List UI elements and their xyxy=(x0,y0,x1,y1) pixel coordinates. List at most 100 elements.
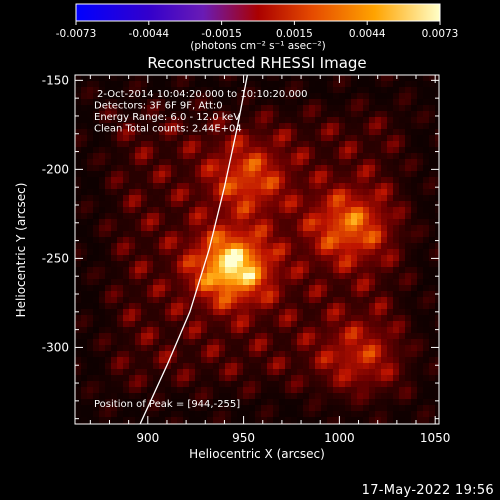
heatmap-cell xyxy=(225,219,232,226)
heatmap-cell xyxy=(309,87,316,94)
heatmap-cell xyxy=(195,285,202,292)
heatmap-cell xyxy=(75,267,82,274)
heatmap-cell xyxy=(189,357,196,364)
heatmap-cell xyxy=(339,339,346,346)
heatmap-cell xyxy=(159,297,166,304)
heatmap-cell xyxy=(309,165,316,172)
heatmap-cell xyxy=(345,219,352,226)
heatmap-cell xyxy=(183,171,190,178)
heatmap-cell xyxy=(225,225,232,232)
heatmap-cell xyxy=(123,159,130,166)
heatmap-cell xyxy=(279,381,286,388)
heatmap-cell xyxy=(333,279,340,286)
heatmap-cell xyxy=(207,297,214,304)
heatmap-cell xyxy=(285,303,292,310)
heatmap-cell xyxy=(327,369,334,376)
heatmap-cell xyxy=(189,393,196,400)
heatmap-cell xyxy=(423,255,430,262)
heatmap-cell xyxy=(237,411,244,418)
heatmap-cell xyxy=(423,129,430,136)
heatmap-cell xyxy=(291,153,298,160)
heatmap-cell xyxy=(87,315,94,322)
heatmap-cell xyxy=(81,111,88,118)
heatmap-cell xyxy=(231,147,238,154)
heatmap-cell xyxy=(171,351,178,358)
heatmap-cell xyxy=(315,141,322,148)
heatmap-cell xyxy=(333,309,340,316)
heatmap-cell xyxy=(147,327,154,334)
heatmap-cell xyxy=(303,345,310,352)
heatmap-cell xyxy=(135,327,142,334)
heatmap-cell xyxy=(261,87,268,94)
heatmap-cell xyxy=(339,309,346,316)
heatmap-cell xyxy=(135,243,142,250)
heatmap-cell xyxy=(147,153,154,160)
heatmap-cell xyxy=(339,171,346,178)
heatmap-cell xyxy=(435,231,439,238)
heatmap-cell xyxy=(243,183,250,190)
heatmap-cell xyxy=(309,291,316,298)
heatmap-cell xyxy=(255,93,262,100)
heatmap-cell xyxy=(423,273,430,280)
heatmap-cell xyxy=(351,405,358,412)
heatmap-cell xyxy=(279,387,286,394)
heatmap-cell xyxy=(267,201,274,208)
heatmap-cell xyxy=(165,117,172,124)
heatmap-cell xyxy=(423,249,430,256)
heatmap-cell xyxy=(321,171,328,178)
heatmap-cell xyxy=(261,345,268,352)
heatmap-cell xyxy=(399,369,406,376)
heatmap-cell xyxy=(129,123,136,130)
heatmap-cell xyxy=(111,171,118,178)
heatmap-cell xyxy=(225,291,232,298)
heatmap-cell xyxy=(135,279,142,286)
heatmap-cell xyxy=(363,93,370,100)
heatmap-cell xyxy=(237,315,244,322)
heatmap-cell xyxy=(219,387,226,394)
heatmap-cell xyxy=(369,375,376,382)
heatmap-cell xyxy=(255,237,262,244)
heatmap-cell xyxy=(189,399,196,406)
heatmap-cell xyxy=(183,237,190,244)
heatmap-cell xyxy=(165,285,172,292)
heatmap-cell xyxy=(231,309,238,316)
heatmap-cell xyxy=(237,123,244,130)
heatmap-cell xyxy=(111,117,118,124)
heatmap-cell xyxy=(189,315,196,322)
heatmap-cell xyxy=(207,267,214,274)
heatmap-cell xyxy=(375,201,382,208)
heatmap-cell xyxy=(165,75,172,82)
heatmap-cell xyxy=(351,399,358,406)
heatmap-cell xyxy=(357,345,364,352)
heatmap-cell xyxy=(111,189,118,196)
heatmap-cell xyxy=(315,351,322,358)
heatmap-cell xyxy=(207,411,214,418)
heatmap-cell xyxy=(351,285,358,292)
heatmap-cell xyxy=(111,207,118,214)
heatmap-cell xyxy=(393,417,400,424)
heatmap-cell xyxy=(423,153,430,160)
heatmap-cell xyxy=(381,87,388,94)
heatmap-cell xyxy=(147,129,154,136)
heatmap-cell xyxy=(405,261,412,268)
heatmap-cell xyxy=(147,123,154,130)
heatmap-cell xyxy=(381,147,388,154)
heatmap-cell xyxy=(405,387,412,394)
heatmap-cell xyxy=(219,183,226,190)
heatmap-cell xyxy=(75,345,82,352)
heatmap-cell xyxy=(255,363,262,370)
heatmap-cell xyxy=(105,87,112,94)
heatmap-cell xyxy=(261,405,268,412)
heatmap-cell xyxy=(339,297,346,304)
heatmap-cell xyxy=(351,141,358,148)
heatmap-cell xyxy=(255,261,262,268)
heatmap-cell xyxy=(105,231,112,238)
heatmap-cell xyxy=(87,387,94,394)
heatmap-cell xyxy=(207,249,214,256)
heatmap-cell xyxy=(177,297,184,304)
colorbar-tick-label: -0.0073 xyxy=(56,28,97,40)
heatmap-cell xyxy=(147,75,154,82)
heatmap-cell xyxy=(327,297,334,304)
heatmap-cell xyxy=(375,369,382,376)
heatmap-cell xyxy=(183,81,190,88)
